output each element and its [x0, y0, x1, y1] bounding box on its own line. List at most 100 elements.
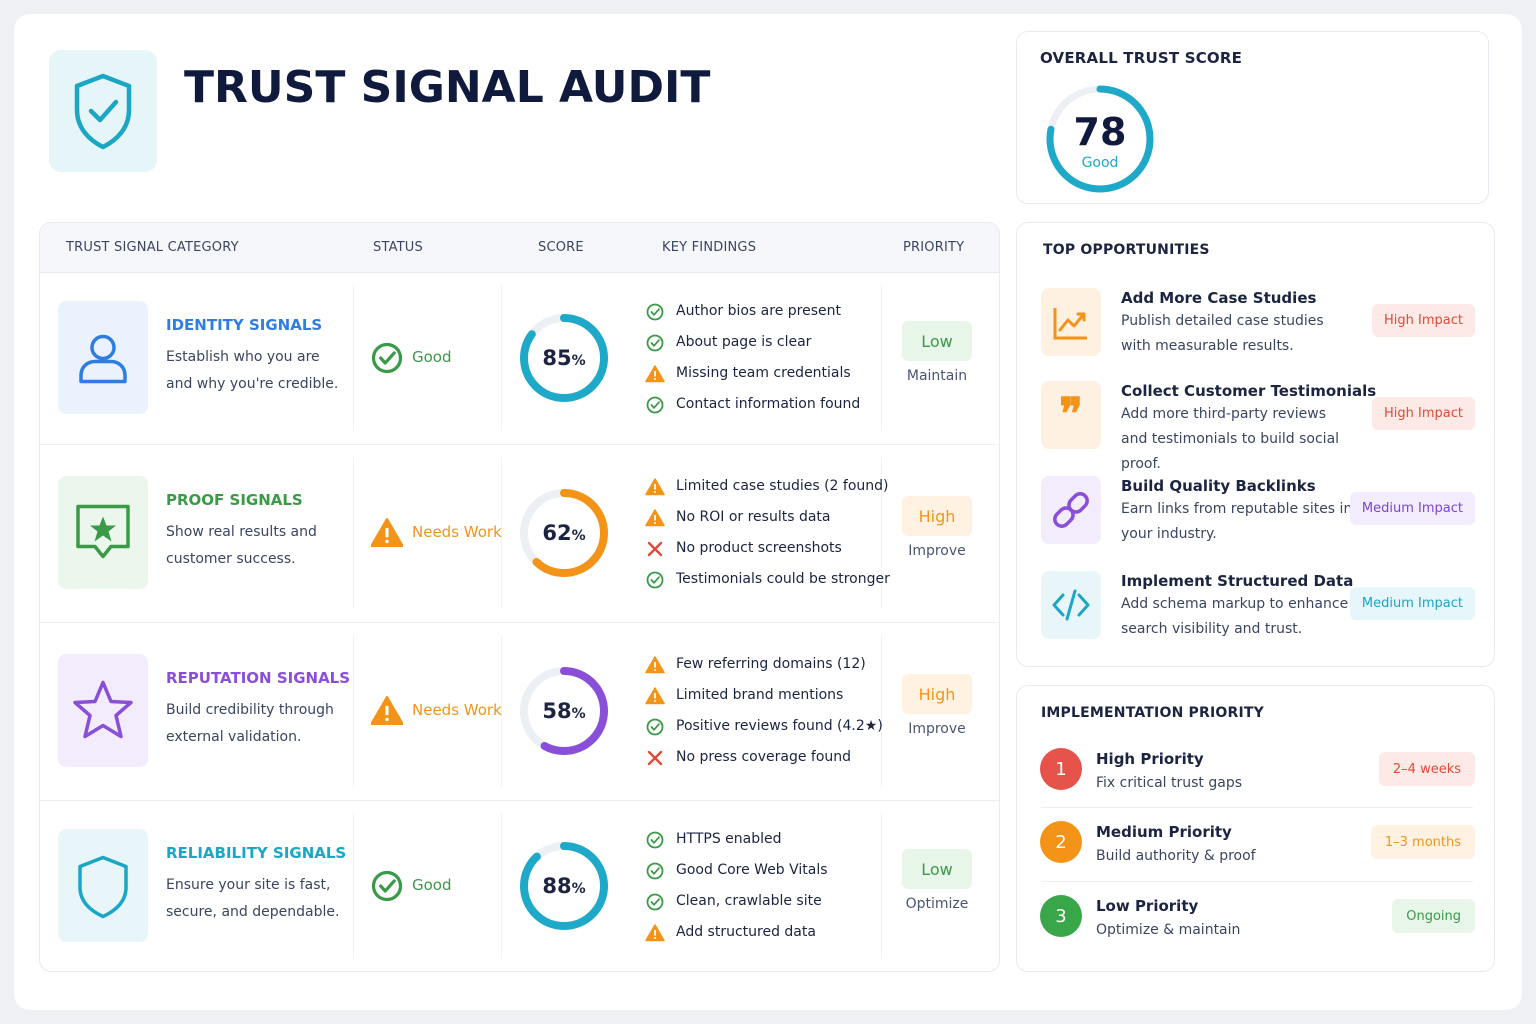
priority-badge: Low — [902, 849, 972, 889]
priority-action: Optimize — [905, 896, 969, 912]
overall-card: OVERALL TRUST SCORE 78 Good — [1016, 31, 1489, 204]
cell-divider — [881, 813, 882, 959]
finding-icon — [647, 750, 663, 765]
icon-part — [76, 504, 130, 559]
status-text: Needs Work — [412, 701, 502, 719]
header-icon — [49, 50, 157, 172]
finding-text: HTTPS enabled — [676, 830, 782, 847]
ring-arc — [520, 667, 608, 755]
opportunity-icon — [1041, 288, 1101, 356]
icon-part — [1067, 492, 1089, 514]
icon-part — [78, 855, 128, 919]
opportunity-title: Collect Customer Testimonials — [1121, 382, 1377, 400]
icon-part — [1053, 492, 1089, 528]
icon-part — [647, 541, 663, 556]
icon-part — [73, 680, 133, 739]
category-icon — [58, 476, 148, 589]
category-description: Build credibility through external valid… — [166, 702, 334, 745]
score-value: 62 — [542, 521, 572, 545]
icon-part — [645, 364, 665, 382]
opportunity-icon-graphic — [1053, 492, 1089, 528]
score-ring — [520, 842, 608, 930]
status-icon — [371, 342, 403, 374]
category-description: Ensure your site is fast, secure, and de… — [166, 877, 340, 920]
icon-part — [78, 855, 128, 919]
icon-part — [646, 571, 664, 588]
opportunity-icon — [1041, 571, 1101, 639]
priority-action: Improve — [908, 543, 966, 559]
column-header: PRIORITY — [903, 240, 965, 255]
opportunity-icon — [1041, 476, 1101, 544]
priority-badge: High — [902, 674, 972, 714]
category-title: REPUTATION SIGNALS — [166, 669, 351, 687]
score-unit: % — [571, 881, 586, 897]
table-header — [40, 223, 999, 273]
icon-part — [1053, 308, 1087, 340]
priority-action: Maintain — [906, 368, 968, 384]
ring-arc — [520, 842, 608, 930]
icon-part — [646, 862, 664, 879]
finding-icon — [646, 396, 664, 413]
icon-part — [646, 303, 664, 320]
opportunity-title: Add More Case Studies — [1121, 289, 1317, 307]
column-header: KEY FINDINGS — [662, 240, 757, 255]
finding-text: Limited brand mentions — [676, 686, 844, 703]
cell-divider — [353, 635, 354, 787]
priority-badge: High — [902, 496, 972, 536]
priority-badge: Low — [902, 321, 972, 361]
icon-part — [90, 334, 116, 361]
category-icon — [58, 654, 148, 767]
icon-part — [645, 508, 665, 526]
score-label: 85% — [524, 346, 604, 370]
finding-icon — [646, 334, 664, 351]
opportunity-description: Publish detailed case studies with measu… — [1121, 313, 1324, 354]
icon-part — [1052, 589, 1090, 621]
impact-badge: Medium Impact — [1349, 492, 1475, 525]
icon-part — [646, 718, 664, 735]
score-label: 58% — [524, 699, 604, 723]
icon-part — [90, 516, 116, 542]
score-ring — [520, 489, 608, 577]
priority-number: 1 — [1040, 748, 1082, 790]
row-divider — [40, 444, 999, 445]
icon-part — [646, 334, 664, 351]
column-header: STATUS — [373, 240, 423, 255]
priority-title: Low Priority — [1096, 897, 1199, 915]
score-label: 88% — [524, 874, 604, 898]
icon-part — [654, 377, 656, 380]
icon-part — [646, 831, 664, 848]
impact-badge: High Impact — [1372, 397, 1475, 430]
icon-part — [379, 351, 396, 365]
icon-part — [1053, 308, 1087, 340]
icon-part — [1053, 492, 1089, 528]
icon-part — [646, 396, 664, 413]
icon-part — [385, 539, 389, 544]
ring-arc — [520, 314, 608, 402]
finding-text: Author bios are present — [676, 302, 841, 319]
icon-part: ❞ — [1059, 389, 1083, 440]
category-title: RELIABILITY SIGNALS — [166, 844, 347, 862]
finding-text: Missing team credentials — [676, 364, 851, 381]
timeline-badge: 1–3 months — [1370, 825, 1475, 859]
priority-description: Fix critical trust gaps — [1096, 775, 1242, 791]
row-divider — [40, 622, 999, 623]
finding-text: No product screenshots — [676, 539, 842, 556]
category-icon-graphic — [78, 855, 128, 919]
finding-text: Contact information found — [676, 395, 861, 412]
icon-part — [654, 668, 656, 671]
priority-description: Optimize & maintain — [1096, 922, 1241, 938]
finding-icon — [646, 893, 664, 910]
opportunity-icon: ❞ — [1041, 381, 1101, 449]
priority-number: 3 — [1040, 895, 1082, 937]
finding-text: No press coverage found — [676, 748, 852, 765]
category-title: IDENTITY SIGNALS — [166, 316, 323, 334]
finding-icon — [645, 508, 665, 526]
finding-icon — [645, 686, 665, 704]
icon-part — [1058, 312, 1086, 332]
category-icon — [58, 301, 148, 414]
finding-icon — [645, 477, 665, 495]
icon-part — [646, 334, 664, 351]
icon-part — [654, 521, 656, 524]
ring-arc — [1046, 85, 1154, 193]
